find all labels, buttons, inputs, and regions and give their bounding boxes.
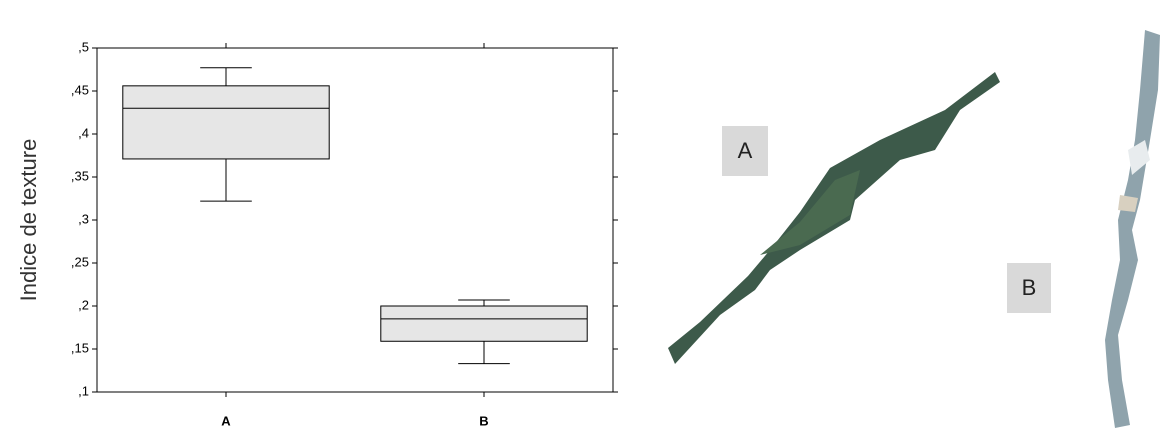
y-tick-label: ,35: [71, 168, 89, 183]
box: [380, 305, 588, 342]
y-tick-label: ,5: [78, 39, 89, 54]
box: [122, 85, 330, 160]
x-tick-label: B: [479, 413, 488, 428]
photo-b: B: [1007, 30, 1160, 428]
photo-a: A: [668, 72, 1000, 364]
stem-highlight: [1128, 140, 1150, 175]
photo-label: A: [738, 138, 753, 163]
leaf-shade: [760, 170, 860, 255]
y-tick-label: ,4: [78, 125, 89, 140]
y-tick-label: ,1: [78, 383, 89, 398]
stem-band: [1118, 195, 1138, 212]
y-axis-title: Indice de texture: [16, 139, 41, 302]
y-tick-label: ,2: [78, 297, 89, 312]
x-tick-label: A: [221, 413, 231, 428]
photo-label: B: [1022, 275, 1037, 300]
y-tick-label: ,25: [71, 254, 89, 269]
y-tick-label: ,45: [71, 82, 89, 97]
photo-label-box: [722, 126, 768, 176]
y-tick-label: ,3: [78, 211, 89, 226]
photo-label-box: [1007, 263, 1051, 313]
stem-image: [1105, 30, 1160, 428]
y-tick-label: ,15: [71, 340, 89, 355]
